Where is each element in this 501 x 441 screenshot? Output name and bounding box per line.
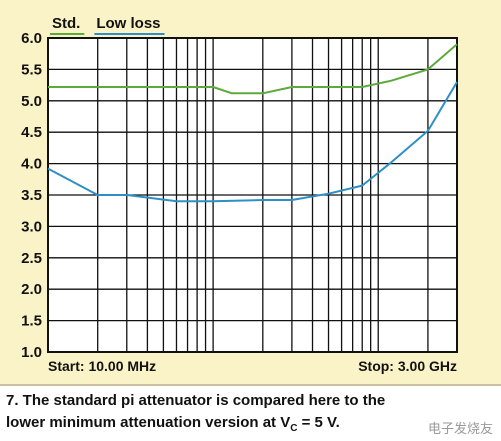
divider [0,384,501,386]
y-tick-label: 2.0 [21,281,42,298]
y-tick-label: 3.0 [21,218,42,235]
y-tick-label: 4.0 [21,156,42,173]
y-tick-label: 5.0 [21,93,42,110]
caption-line-2-text: lower minimum attenuation version at V [6,414,291,431]
grid-lines [48,38,457,352]
caption-line-2-end: = 5 V. [297,414,340,431]
caption-line-2: lower minimum attenuation version at VC … [6,412,496,440]
caption-subscript: C [290,423,298,434]
legend-label: Low loss [96,15,160,32]
stop-frequency-label: Stop: 3.00 GHz [358,358,457,374]
caption-line-1: 7. The standard pi attenuator is compare… [6,392,386,409]
y-tick-label: 6.0 [21,30,42,47]
figure-caption: 7. The standard pi attenuator is compare… [6,390,496,440]
start-frequency-label: Start: 10.00 MHz [48,358,156,374]
attenuation-chart: Std. Low loss 6.0 5.5 5.0 4.5 4.0 3.5 3.0 2.5 2.0… [21,15,458,374]
y-tick-label: 1.5 [21,313,42,330]
y-axis-ticks: 6.0 5.5 5.0 4.5 4.0 3.5 3.0 2.5 2.0 1.5 1.0 [21,30,42,361]
legend-label: Std. [52,15,80,32]
series-line-low-loss [47,81,458,203]
series-line-std [48,43,458,95]
chart-legend: Std. Low loss [50,15,165,35]
y-tick-label: 1.0 [21,344,42,361]
y-tick-label: 3.5 [21,187,42,204]
series-lines [47,43,458,203]
y-tick-label: 4.5 [21,124,42,141]
y-tick-label: 2.5 [21,250,42,267]
watermark: 电子发烧友 [427,421,493,436]
y-tick-label: 5.5 [21,61,42,78]
